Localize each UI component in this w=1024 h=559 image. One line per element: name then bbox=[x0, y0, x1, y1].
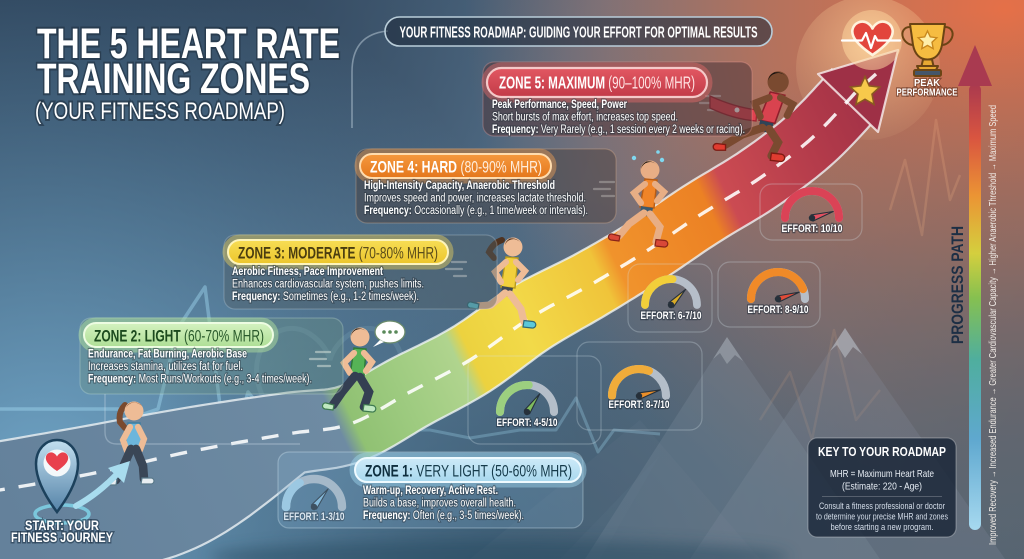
svg-text:Frequency: Sometimes (e.g., 1-: Frequency: Sometimes (e.g., 1-2 times/we… bbox=[232, 291, 419, 303]
svg-text:PERFORMANCE: PERFORMANCE bbox=[897, 88, 958, 99]
svg-text:EFFORT: 4-5/10: EFFORT: 4-5/10 bbox=[497, 417, 558, 429]
svg-text:Builds a base, improves overal: Builds a base, improves overall health. bbox=[363, 498, 516, 510]
svg-text:Increases stamina, utilizes fa: Increases stamina, utilizes fat for fuel… bbox=[88, 361, 243, 373]
svg-text:Endurance, Fat Burning, Aerobi: Endurance, Fat Burning, Aerobic Base bbox=[88, 349, 247, 361]
svg-text:PROGRESS PATH: PROGRESS PATH bbox=[948, 226, 967, 344]
svg-text:Improves speed and power, incr: Improves speed and power, increases lact… bbox=[364, 193, 586, 205]
svg-text:High-Intensity Capacity, Anaer: High-Intensity Capacity, Anaerobic Thres… bbox=[364, 180, 555, 192]
svg-text:Frequency: Occasionally (e.g.,: Frequency: Occasionally (e.g., 1 time/we… bbox=[364, 205, 588, 217]
svg-text:YOUR FITNESS ROADMAP: GUIDING: YOUR FITNESS ROADMAP: GUIDING YOUR EFFOR… bbox=[400, 25, 758, 42]
svg-text:ZONE 2: LIGHT (60-70% MHR): ZONE 2: LIGHT (60-70% MHR) bbox=[94, 328, 264, 346]
svg-text:Frequency: Often (e.g., 3-5 ti: Frequency: Often (e.g., 3-5 times/week). bbox=[363, 510, 524, 522]
svg-text:EFFORT: 8-7/10: EFFORT: 8-7/10 bbox=[609, 399, 670, 411]
svg-text:Improved Recovery → Increased: Improved Recovery → Increased Endurance … bbox=[988, 105, 999, 545]
svg-text:to determine your precise MHR: to determine your precise MHR and zones bbox=[816, 512, 948, 522]
svg-text:PEAK: PEAK bbox=[914, 78, 941, 89]
svg-text:Consult a fitness professional: Consult a fitness professional or doctor bbox=[819, 501, 945, 511]
svg-text:Short bursts of max effort, in: Short bursts of max effort, increases to… bbox=[492, 112, 678, 124]
svg-text:MHR = Maximum Heart Rate: MHR = Maximum Heart Rate bbox=[830, 468, 934, 480]
svg-text:EFFORT: 1-3/10: EFFORT: 1-3/10 bbox=[284, 511, 345, 523]
svg-text:(YOUR FITNESS ROADMAP): (YOUR FITNESS ROADMAP) bbox=[35, 98, 285, 125]
svg-text:Frequency: Very Rarely (e.g.,: Frequency: Very Rarely (e.g., 1 session … bbox=[492, 124, 745, 136]
svg-text:(Estimate: 220 - Age): (Estimate: 220 - Age) bbox=[842, 481, 922, 493]
svg-text:Aerobic Fitness, Pace Improvem: Aerobic Fitness, Pace Improvement bbox=[232, 266, 383, 278]
svg-text:ZONE 3: MODERATE (70-80% MHR): ZONE 3: MODERATE (70-80% MHR) bbox=[238, 245, 438, 263]
svg-text:Enhances cardiovascular system: Enhances cardiovascular system, pushes l… bbox=[232, 279, 424, 291]
svg-text:Peak Performance, Speed, Power: Peak Performance, Speed, Power bbox=[492, 99, 627, 111]
svg-text:ZONE 5: MAXIMUM (90–100% MHR): ZONE 5: MAXIMUM (90–100% MHR) bbox=[499, 73, 695, 93]
svg-text:TRAINING ZONES: TRAINING ZONES bbox=[37, 55, 310, 103]
svg-text:START: YOUR: START: YOUR bbox=[25, 518, 99, 533]
svg-text:ZONE 1: VERY LIGHT (50-60% MHR: ZONE 1: VERY LIGHT (50-60% MHR) bbox=[365, 463, 572, 481]
svg-text:Warm-up, Recovery, Active Rest: Warm-up, Recovery, Active Rest. bbox=[363, 485, 498, 497]
svg-text:EFFORT: 8-9/10: EFFORT: 8-9/10 bbox=[748, 304, 809, 316]
svg-text:Frequency: Most Runs/Workouts: Frequency: Most Runs/Workouts (e.g., 3-4… bbox=[88, 374, 312, 386]
svg-text:THE 5 HEART RATE: THE 5 HEART RATE bbox=[37, 20, 340, 68]
svg-text:EFFORT: 6-7/10: EFFORT: 6-7/10 bbox=[641, 310, 702, 322]
svg-text:EFFORT: 10/10: EFFORT: 10/10 bbox=[782, 223, 843, 235]
svg-text:FITNESS JOURNEY: FITNESS JOURNEY bbox=[11, 530, 113, 545]
svg-text:KEY TO YOUR ROADMAP: KEY TO YOUR ROADMAP bbox=[818, 444, 946, 459]
svg-text:ZONE 4: HARD (80-90% MHR): ZONE 4: HARD (80-90% MHR) bbox=[370, 159, 542, 177]
svg-text:before starting a new program.: before starting a new program. bbox=[831, 522, 934, 532]
